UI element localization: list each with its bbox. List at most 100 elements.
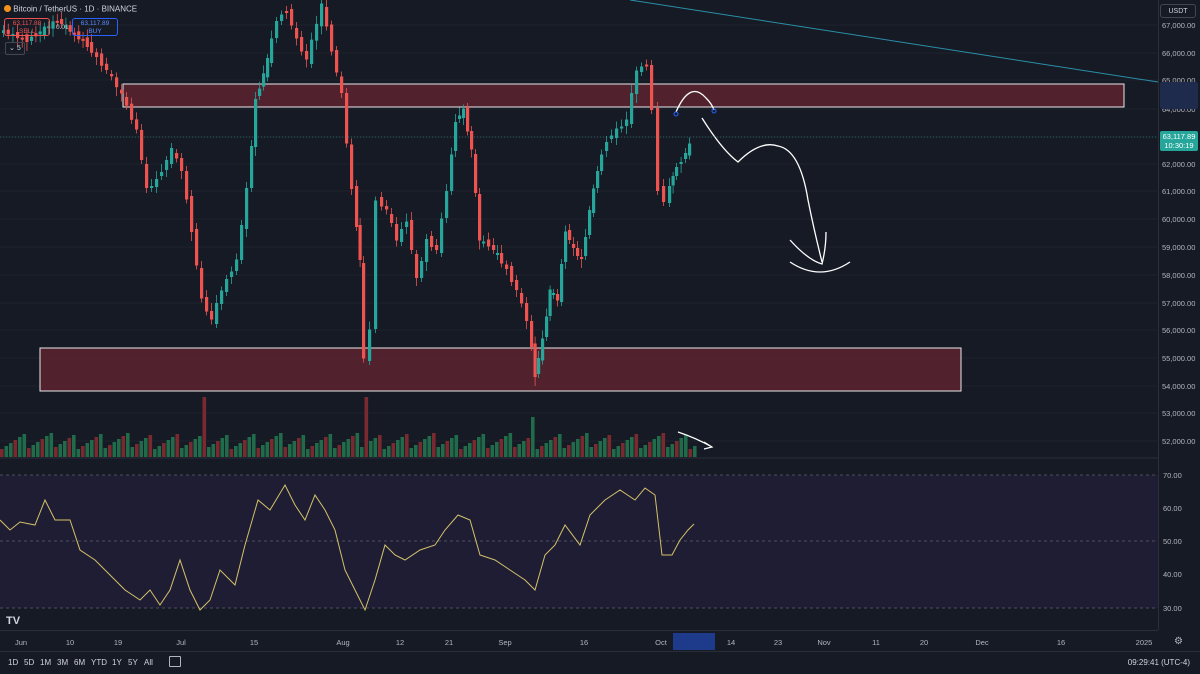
candle-body xyxy=(405,221,409,227)
timeframe-button[interactable]: All xyxy=(144,658,153,667)
volume-bar xyxy=(202,397,207,457)
volume-bar xyxy=(54,447,58,457)
candle-body xyxy=(358,225,362,260)
candle-body xyxy=(325,7,329,27)
candle-body xyxy=(564,231,568,262)
candle-body xyxy=(545,316,549,337)
candle-body xyxy=(125,97,129,106)
candle-body xyxy=(225,279,229,292)
volume-bar xyxy=(315,443,319,457)
volume-bar xyxy=(216,441,220,457)
price-chart[interactable] xyxy=(0,0,1158,630)
volume-bar xyxy=(184,445,189,457)
volume-bar xyxy=(598,441,603,457)
candle-body xyxy=(6,29,10,35)
rsi-tick: 70.00 xyxy=(1163,471,1182,480)
candle-body xyxy=(25,34,29,42)
buy-button[interactable]: 63,117.89 BUY xyxy=(72,18,118,36)
volume-bar xyxy=(333,448,337,457)
volume-bar xyxy=(36,442,40,457)
volume-bar xyxy=(558,434,562,457)
time-axis[interactable]: Jun 10 19 Jul 15 Aug 12 21 Sep 16 Oct 14 23 Nov 11 20 De… xyxy=(0,630,1158,651)
timeframe-button[interactable]: 1Y xyxy=(112,658,122,667)
arc-anchor-right xyxy=(711,108,717,114)
trendline[interactable] xyxy=(629,0,1158,83)
volume-bar xyxy=(238,443,243,457)
candle-body xyxy=(210,311,214,320)
settings-icon[interactable]: ⚙ xyxy=(1174,636,1183,647)
candle-body xyxy=(487,239,491,247)
candle-body xyxy=(95,52,99,57)
timeframe-button[interactable]: 5Y xyxy=(128,658,138,667)
volume-bar xyxy=(517,444,522,457)
last-price-tag: 63,117.89 10:30:19 xyxy=(1160,131,1198,151)
candle-body xyxy=(155,179,159,187)
candle-body xyxy=(576,248,580,256)
candle-body xyxy=(560,264,564,302)
time-label: 14 xyxy=(726,638,736,647)
volume-bar xyxy=(9,443,13,457)
volume-bar xyxy=(522,441,526,457)
volume-bar xyxy=(400,437,405,457)
candle-body xyxy=(38,31,42,35)
candle-body xyxy=(310,39,314,64)
volume-bar xyxy=(418,442,423,457)
timeframe-button[interactable]: 3M xyxy=(57,658,69,667)
candle-body xyxy=(254,99,258,147)
last-price-value: 63,117.89 xyxy=(1162,132,1196,141)
price-tick: 66,000.00 xyxy=(1162,49,1196,58)
candle-body xyxy=(482,241,486,244)
timeframe-button[interactable]: YTD xyxy=(91,658,107,667)
timeframe-button[interactable]: 5D xyxy=(24,658,35,667)
drawn-volume-arrow[interactable] xyxy=(677,431,714,450)
candle-body xyxy=(300,37,304,52)
volume-bar xyxy=(292,441,297,457)
volume-bar xyxy=(567,445,571,457)
drawn-arc[interactable] xyxy=(675,90,715,113)
timeframe-button[interactable]: 1M xyxy=(40,658,52,667)
volume-bar xyxy=(243,440,247,457)
candle-body xyxy=(258,88,262,96)
candle-body xyxy=(556,294,560,301)
timeframe-button[interactable]: 1D xyxy=(8,658,19,667)
time-label: 16 xyxy=(1056,638,1066,647)
volume-bar xyxy=(319,440,324,457)
volume-bar xyxy=(409,448,414,457)
volume-bar xyxy=(261,445,265,457)
time-label: Jun xyxy=(14,638,28,647)
candle-body xyxy=(140,130,144,160)
candle-body xyxy=(130,103,134,120)
volume-bar xyxy=(405,434,409,457)
price-tick: 58,000.00 xyxy=(1162,271,1196,280)
volume-bar xyxy=(535,449,540,457)
chart-area[interactable]: Bitcoin / TetherUS · 1D · BINANCE 63,117… xyxy=(0,0,1158,630)
time-label: 19 xyxy=(113,638,123,647)
symbol-title[interactable]: Bitcoin / TetherUS · 1D · BINANCE xyxy=(13,4,138,14)
volume-bar xyxy=(211,444,216,457)
candle-body xyxy=(205,297,209,312)
sell-button[interactable]: 63,117.88 SELL xyxy=(4,18,50,36)
volume-bar xyxy=(130,447,135,457)
calendar-range-icon[interactable] xyxy=(169,656,181,667)
candle-body xyxy=(55,20,59,23)
candle-body xyxy=(588,210,592,235)
indicators-toggle[interactable]: ⌄ 5 xyxy=(5,42,25,55)
volume-bar xyxy=(342,442,346,457)
clock[interactable]: 09:29:41 (UTC-4) xyxy=(1127,658,1190,667)
resistance-zone[interactable] xyxy=(122,83,1125,108)
volume-bar xyxy=(355,433,360,457)
time-label: 2025 xyxy=(1135,638,1153,647)
candle-body xyxy=(600,154,604,171)
candle-body xyxy=(60,19,64,25)
currency-button[interactable]: USDT xyxy=(1160,4,1196,18)
rsi-line xyxy=(0,483,695,612)
candle-body xyxy=(466,107,470,132)
drawn-projection-path[interactable] xyxy=(701,117,823,263)
volume-bar xyxy=(256,448,261,457)
candle-body xyxy=(215,303,219,324)
volume-bar xyxy=(18,437,22,457)
chart-logo-icon[interactable]: TV xyxy=(6,615,21,627)
timeframe-button[interactable]: 6M xyxy=(74,658,86,667)
volume-bar xyxy=(207,447,211,457)
support-zone[interactable] xyxy=(39,347,962,392)
